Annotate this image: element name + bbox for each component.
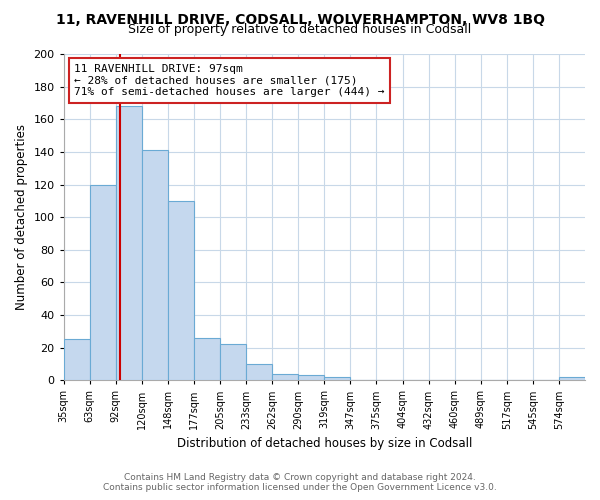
Bar — [272, 374, 298, 380]
Bar — [90, 184, 116, 380]
Text: Size of property relative to detached houses in Codsall: Size of property relative to detached ho… — [128, 24, 472, 36]
Bar — [325, 377, 350, 380]
Bar — [220, 344, 246, 380]
Y-axis label: Number of detached properties: Number of detached properties — [15, 124, 28, 310]
Bar — [298, 376, 325, 380]
Bar — [246, 364, 272, 380]
Text: 11, RAVENHILL DRIVE, CODSALL, WOLVERHAMPTON, WV8 1BQ: 11, RAVENHILL DRIVE, CODSALL, WOLVERHAMP… — [56, 12, 545, 26]
X-axis label: Distribution of detached houses by size in Codsall: Distribution of detached houses by size … — [176, 437, 472, 450]
Text: Contains HM Land Registry data © Crown copyright and database right 2024.
Contai: Contains HM Land Registry data © Crown c… — [103, 473, 497, 492]
Bar — [64, 340, 90, 380]
Bar — [168, 201, 194, 380]
Bar — [142, 150, 168, 380]
Bar — [194, 338, 220, 380]
Bar — [559, 377, 585, 380]
Text: 11 RAVENHILL DRIVE: 97sqm
← 28% of detached houses are smaller (175)
71% of semi: 11 RAVENHILL DRIVE: 97sqm ← 28% of detac… — [74, 64, 385, 97]
Bar — [116, 106, 142, 380]
